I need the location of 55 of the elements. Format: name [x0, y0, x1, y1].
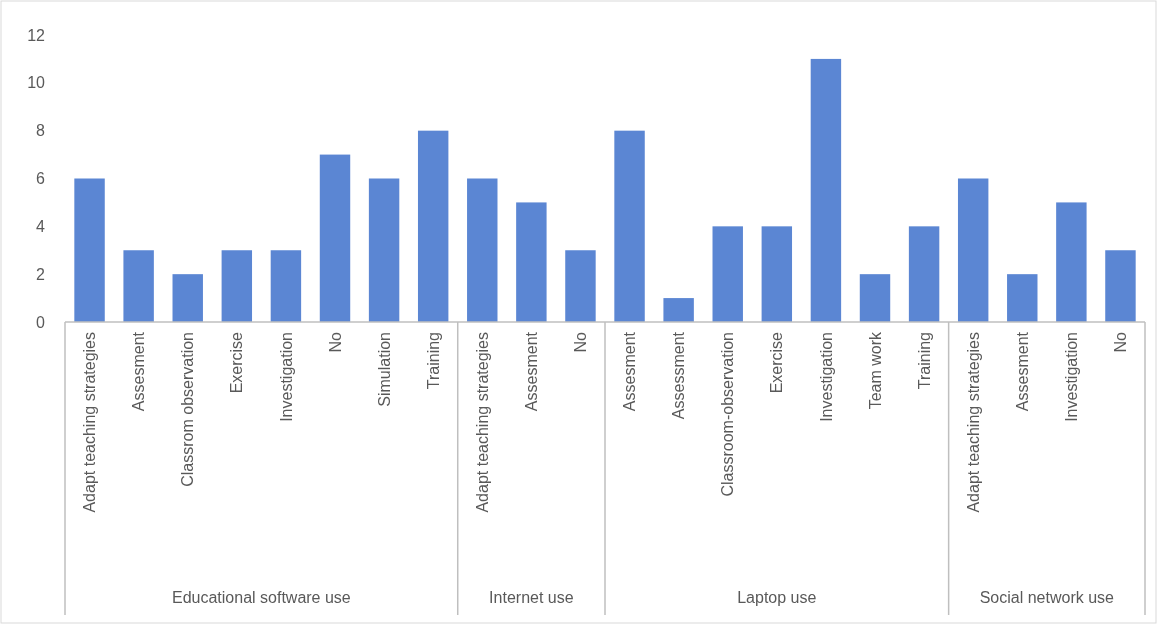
bar — [810, 58, 842, 322]
bar — [663, 298, 694, 322]
bar — [172, 274, 203, 322]
x-tick-label: No — [1112, 331, 1130, 353]
bar — [467, 178, 498, 322]
x-tick-label: Assesment — [1013, 331, 1031, 412]
x-tick-label: No — [572, 331, 590, 353]
bar — [319, 154, 351, 322]
x-tick-label: Exercise — [768, 331, 786, 394]
bar — [565, 250, 596, 322]
bar — [1007, 274, 1038, 322]
y-tick-label: 4 — [36, 217, 46, 235]
x-tick-label: Exercise — [228, 331, 246, 394]
y-tick-label: 8 — [36, 122, 46, 140]
bar — [123, 250, 154, 322]
bar — [221, 250, 253, 322]
x-tick-label: Adapt teaching strategies — [964, 332, 982, 513]
bar — [957, 178, 989, 322]
x-tick-label: Assesment — [130, 331, 148, 412]
x-tick-label: Team work — [866, 331, 884, 410]
bar — [74, 178, 105, 322]
x-tick-label: Investigation — [277, 332, 295, 422]
bar — [614, 130, 645, 322]
bar — [368, 178, 400, 322]
x-tick-label: Classrom observation — [179, 332, 197, 487]
y-tick-label: 12 — [27, 26, 46, 44]
x-tick-label: Training — [915, 332, 933, 390]
bar — [712, 226, 743, 322]
x-tick-label: Simulation — [375, 332, 393, 407]
bar — [516, 202, 547, 322]
text: Laptop use — [737, 589, 817, 606]
y-tick-label: 0 — [36, 313, 46, 331]
x-tick-label: No — [326, 331, 344, 353]
bar — [1105, 250, 1136, 322]
x-tick-label: Classroom-observation — [719, 332, 737, 497]
x-tick-label: Adapt teaching strategies — [81, 332, 99, 513]
y-tick-label: 6 — [36, 170, 46, 188]
x-tick-label: Assesment — [621, 331, 639, 412]
bar — [859, 274, 891, 322]
y-tick-label: 10 — [27, 74, 46, 92]
x-tick-label: Investigation — [817, 332, 835, 422]
text: Internet use — [489, 589, 574, 606]
bar — [417, 130, 449, 322]
x-tick-label: Assesment — [522, 331, 540, 412]
x-tick-label: Training — [424, 332, 442, 390]
bar — [1056, 202, 1087, 322]
bar — [270, 250, 302, 322]
x-tick-label: Adapt teaching strategies — [473, 332, 491, 513]
bar — [908, 226, 940, 322]
y-tick-label: 2 — [36, 265, 46, 283]
bar — [761, 226, 793, 322]
text: Educational software use — [171, 589, 351, 606]
x-tick-label: Assessment — [670, 331, 688, 420]
x-tick-label: Investigation — [1062, 332, 1080, 422]
text: Social network use — [979, 589, 1115, 606]
